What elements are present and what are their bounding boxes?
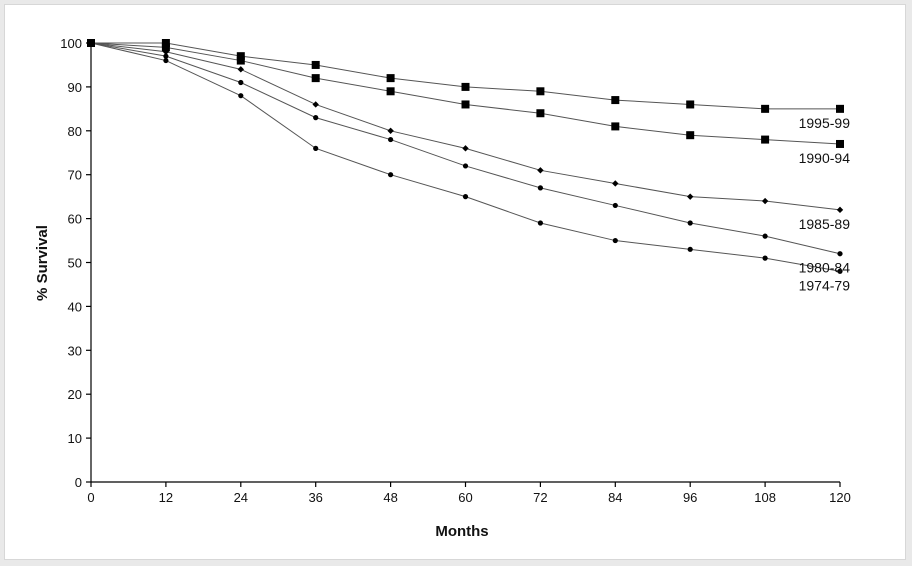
data-point-1985-89-36 (312, 101, 319, 108)
data-point-1980-84-96 (687, 220, 693, 226)
data-point-1995-99-48 (386, 74, 395, 83)
data-point-1985-89-60 (462, 145, 469, 152)
chart-frame (4, 4, 906, 560)
data-point-1985-89-72 (537, 167, 544, 174)
data-point-1985-89-48 (387, 127, 394, 134)
data-point-1995-99-36 (311, 60, 320, 69)
x-tick-label: 24 (234, 490, 248, 505)
series-label-1995-99: 1995-99 (799, 115, 851, 131)
series-line-1985-89 (90, 42, 841, 211)
data-point-1990-94-24 (236, 56, 245, 65)
x-tick-label: 72 (533, 490, 547, 505)
y-tick-label: 90 (68, 80, 82, 95)
data-point-1995-99-96 (686, 100, 695, 109)
data-point-1985-89-108 (761, 197, 769, 205)
series-label-1990-94: 1990-94 (799, 150, 851, 166)
data-point-1985-89-12 (162, 48, 170, 55)
data-point-1990-94-108 (761, 135, 770, 144)
data-point-1990-94-120 (836, 139, 844, 148)
x-tick-label: 120 (829, 490, 851, 505)
data-point-1980-84-36 (313, 115, 319, 121)
y-tick-label: 70 (68, 168, 82, 183)
data-point-1990-94-72 (536, 109, 545, 118)
data-point-1974-79-96 (687, 246, 693, 252)
data-point-1980-84-24 (238, 79, 244, 86)
x-tick-label: 48 (383, 490, 397, 505)
y-tick-label: 30 (68, 343, 82, 358)
data-point-1990-94-12 (161, 43, 170, 52)
data-point-1990-94-84 (611, 122, 620, 131)
y-tick-label: 0 (75, 475, 82, 490)
data-point-1990-94-36 (311, 74, 320, 83)
x-tick-label: 108 (754, 490, 776, 505)
data-point-1985-89-96 (687, 193, 694, 200)
data-point-1974-79-36 (313, 145, 319, 151)
y-tick-label: 10 (68, 431, 82, 446)
data-point-1980-84-48 (388, 136, 394, 143)
x-axis-title: Months (435, 523, 488, 540)
data-point-1974-79-12 (163, 57, 169, 64)
data-point-1980-84-120 (837, 251, 843, 257)
data-point-1974-79-60 (462, 194, 469, 200)
y-axis-title: % Survival (34, 225, 51, 301)
data-point-1974-79-108 (762, 255, 768, 261)
data-point-1995-99-120 (836, 104, 844, 113)
data-point-1974-79-48 (388, 172, 394, 178)
data-point-1980-84-72 (537, 185, 544, 191)
series-label-1985-89: 1985-89 (799, 216, 851, 232)
x-tick-label: 0 (87, 490, 94, 505)
data-point-1974-79-24 (238, 93, 244, 99)
series-label-1974-79: 1974-79 (799, 277, 851, 293)
data-point-1974-79-72 (537, 220, 544, 226)
data-point-1990-94-60 (461, 100, 470, 109)
data-point-1980-84-108 (762, 233, 768, 239)
data-point-1995-99-72 (536, 87, 545, 96)
data-point-1995-99-60 (461, 82, 470, 91)
data-point-1985-89-84 (612, 180, 619, 187)
y-tick-label: 40 (68, 299, 82, 314)
axes: 0 10 20 30 40 50 60 70 80 90 100 0 12 24 36 48 60 72 84 96 1… (60, 36, 851, 505)
data-point-1995-99-108 (761, 104, 770, 113)
data-point-1985-89-120 (836, 206, 844, 214)
x-tick-label: 12 (159, 490, 173, 505)
data-point-1974-79-84 (612, 237, 618, 244)
x-tick-label: 84 (608, 490, 622, 505)
series-lines (90, 42, 841, 272)
series-line-1974-79 (90, 42, 841, 272)
x-tick-label: 60 (458, 490, 472, 505)
data-point-1995-99-12 (161, 39, 170, 47)
data-point-1980-84-12 (163, 53, 169, 59)
data-point-1990-94-48 (386, 87, 395, 96)
y-tick-label: 20 (68, 387, 82, 402)
data-point-1974-79-120 (837, 268, 843, 274)
series-label-1980-84: 1980-84 (799, 260, 851, 276)
series-line-1995-99 (91, 42, 840, 110)
y-tick-label: 80 (68, 124, 82, 139)
series-markers (87, 39, 844, 274)
data-point-1995-99-84 (611, 96, 620, 105)
y-tick-label: 100 (60, 36, 82, 51)
data-point-1995-99-24 (236, 52, 245, 61)
x-tick-label: 96 (683, 490, 697, 505)
y-tick-label: 50 (68, 256, 82, 271)
data-point-1974-79-0 (88, 40, 94, 46)
y-tick-label: 60 (68, 212, 82, 227)
data-point-1985-89-24 (237, 66, 244, 73)
series-line-1990-94 (90, 42, 841, 145)
data-point-1980-84-84 (612, 202, 618, 209)
x-tick-label: 36 (308, 490, 322, 505)
data-point-1990-94-96 (686, 131, 695, 140)
data-point-1980-84-60 (462, 163, 469, 169)
